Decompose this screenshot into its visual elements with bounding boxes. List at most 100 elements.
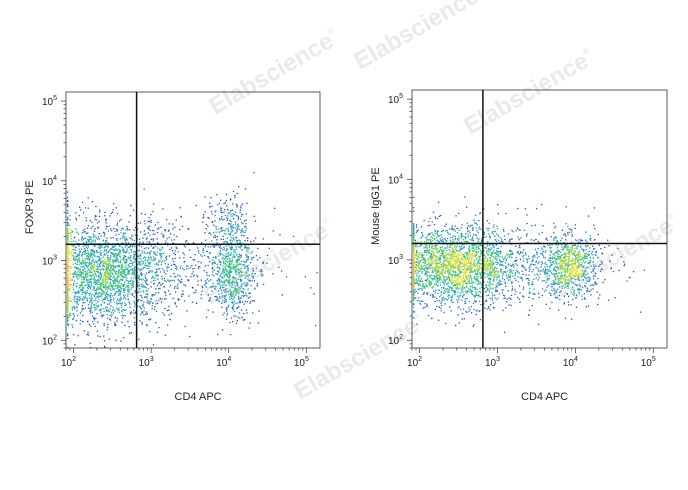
event-dot [68,259,70,261]
event-dot [124,296,126,299]
event-dot [138,291,140,293]
event-dot [232,234,234,236]
event-dot [84,251,86,253]
event-dot [106,271,108,273]
event-dot [92,320,94,323]
event-dot [487,249,489,251]
event-dot [246,312,248,314]
event-dot [174,303,177,305]
event-dot [81,260,83,262]
event-dot [126,227,128,230]
event-dot [148,319,150,321]
event-dot [496,290,499,293]
event-dot [239,247,241,249]
event-dot [96,265,98,267]
event-dot [67,278,69,280]
event-dot [69,250,71,252]
event-dot [549,250,551,252]
event-dot [529,292,532,294]
event-dot [241,234,243,236]
event-dot [235,248,237,250]
event-dot [115,228,117,230]
event-dot [104,233,106,235]
event-dot [90,278,92,280]
event-dot [68,251,71,253]
event-dot [244,244,246,247]
event-dot [110,256,112,258]
event-dot [207,246,209,248]
event-dot [74,262,76,264]
event-dot [239,288,241,290]
event-dot [239,240,241,242]
event-dot [215,231,217,233]
event-dot [98,264,101,266]
event-dot [507,279,510,281]
event-dot [212,245,214,247]
event-dot [130,262,132,264]
event-dot [587,305,589,307]
event-dot [91,254,93,256]
event-dot [130,269,132,271]
event-dot [179,257,181,259]
event-dot [561,246,563,248]
event-dot [495,258,497,260]
event-dot [69,266,71,268]
event-dot [103,324,105,327]
event-dot [72,288,75,290]
event-dot [116,238,118,240]
event-dot [156,263,158,266]
event-dot [77,314,79,316]
event-dot [553,222,555,224]
event-dot [181,295,183,297]
event-dot [234,282,236,284]
event-dot [108,265,110,267]
event-dot [470,224,472,227]
event-dot [93,319,96,321]
event-dot [571,277,573,280]
event-dot [67,308,69,311]
event-dot [511,282,513,284]
event-dot [415,226,418,228]
event-dot [103,302,105,304]
event-dot [114,322,116,324]
event-dot [197,268,200,270]
event-dot [137,263,139,266]
event-dot [213,269,215,271]
event-dot [230,271,233,274]
event-dot [223,258,225,260]
event-dot [149,269,151,272]
event-dot [147,227,149,230]
event-dot [521,251,524,254]
event-dot [220,261,222,264]
event-dot [595,250,598,253]
event-dot [107,267,109,269]
event-dot [550,247,552,249]
event-dot [144,276,147,278]
event-dot [223,241,225,244]
event-dot [155,245,157,248]
event-dot [144,296,146,299]
event-dot [246,250,248,252]
event-dot [119,251,121,253]
event-dot [508,269,511,271]
event-dot [227,242,229,244]
event-dot [445,230,447,232]
event-dot [452,236,454,238]
event-dot [600,270,602,272]
event-dot [127,286,129,288]
event-dot [567,301,570,303]
event-dot [142,305,144,307]
event-dot [550,236,552,238]
event-dot [250,241,252,243]
event-dot [528,292,531,295]
event-dot [90,297,93,299]
event-dot [541,203,543,206]
event-dot [87,331,89,334]
event-dot [123,284,125,286]
event-dot [238,259,240,261]
event-dot [145,287,147,289]
event-dot [462,235,464,237]
event-dot [471,236,474,238]
event-dot [109,318,111,320]
event-dot [108,285,110,288]
